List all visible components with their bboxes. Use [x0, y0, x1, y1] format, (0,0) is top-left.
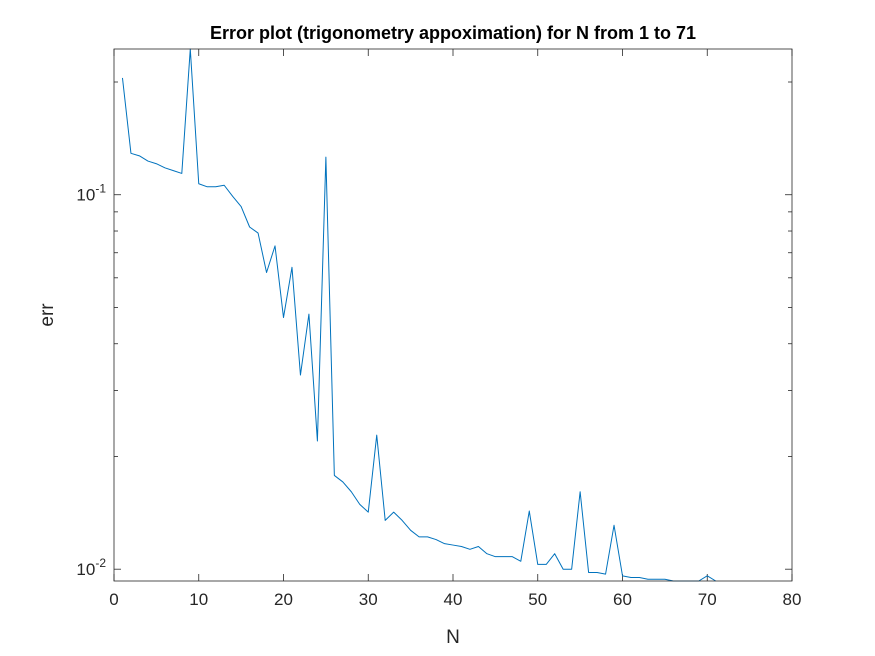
x-tick-label: 50 [528, 590, 547, 609]
y-tick-label: 10-1 [76, 182, 106, 205]
chart-title: Error plot (trigonometry appoximation) f… [210, 23, 696, 43]
series-line [121, 48, 716, 582]
y-axis-label: err [37, 303, 58, 327]
plot-area [114, 49, 792, 581]
y-tick-label: 10-2 [76, 556, 106, 579]
x-tick-label: 80 [783, 590, 802, 609]
x-tick-label: 70 [698, 590, 717, 609]
x-tick-label: 60 [613, 590, 632, 609]
x-tick-label: 0 [109, 590, 118, 609]
x-tick-label: 10 [189, 590, 208, 609]
x-tick-label: 30 [359, 590, 378, 609]
axes-box [113, 48, 793, 582]
x-axis-label: N [446, 627, 460, 648]
x-tick-label: 40 [444, 590, 463, 609]
x-tick-label: 20 [274, 590, 293, 609]
